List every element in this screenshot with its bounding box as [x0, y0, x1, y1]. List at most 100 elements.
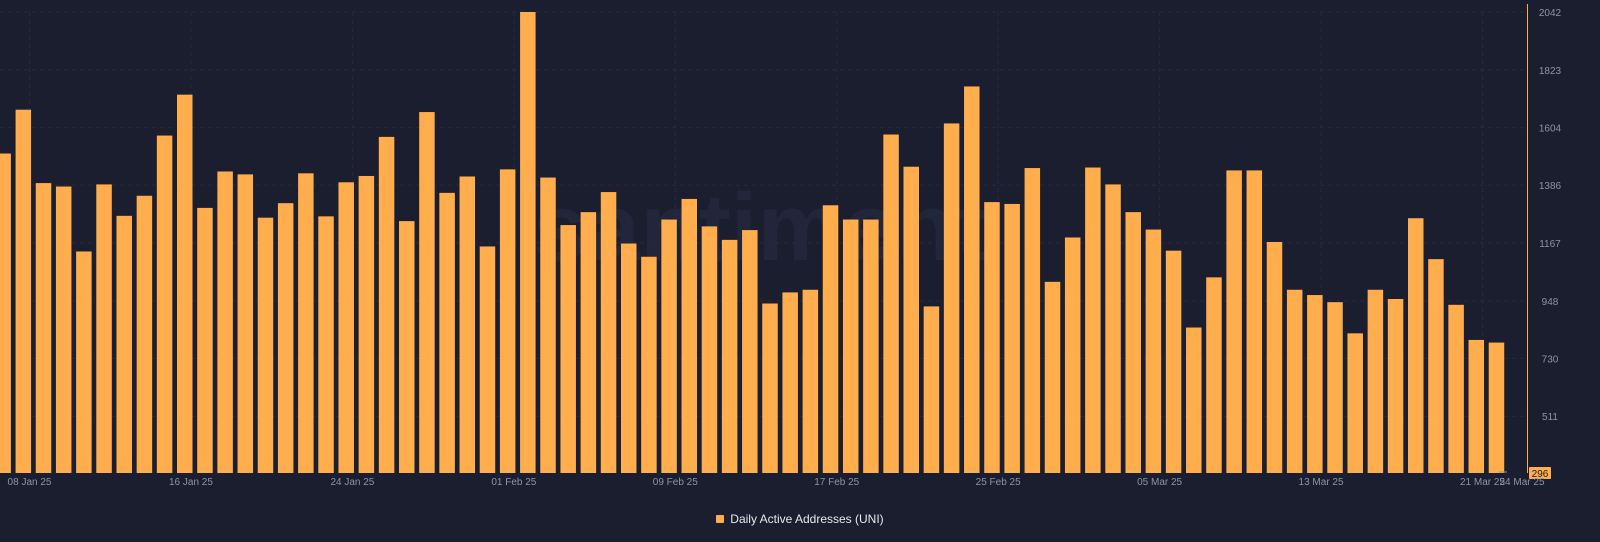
bar[interactable]: [439, 192, 455, 473]
bar[interactable]: [1105, 184, 1121, 473]
bar[interactable]: [136, 195, 153, 473]
x-axis: 08 Jan 25 16 Jan 25 24 Jan 25 01 Feb 25 09 F…: [8, 477, 1545, 488]
x-tick-label: 01 Feb 25: [491, 477, 536, 488]
bar[interactable]: [1367, 289, 1384, 473]
bar[interactable]: [298, 173, 314, 473]
bar[interactable]: [197, 207, 213, 473]
bar[interactable]: [964, 86, 980, 474]
bar[interactable]: [1024, 168, 1041, 473]
bar[interactable]: [842, 219, 859, 473]
bar[interactable]: [1246, 170, 1263, 473]
x-tick-label: 09 Feb 25: [653, 477, 698, 488]
bar[interactable]: [358, 175, 375, 473]
bar[interactable]: [600, 192, 617, 473]
bar[interactable]: [641, 256, 657, 473]
bar[interactable]: [883, 134, 899, 474]
y-tick-label: 2042: [1539, 8, 1562, 19]
bar[interactable]: [35, 183, 52, 474]
bar[interactable]: [540, 177, 556, 474]
bars: [0, 12, 1507, 474]
bar[interactable]: [903, 166, 920, 474]
bar[interactable]: [1206, 277, 1222, 473]
bar[interactable]: [762, 303, 778, 473]
bar[interactable]: [499, 169, 516, 474]
bar[interactable]: [1387, 299, 1404, 473]
bar[interactable]: [1165, 250, 1182, 473]
bar[interactable]: [217, 171, 233, 473]
bar[interactable]: [560, 225, 576, 473]
bar[interactable]: [580, 212, 597, 474]
bar[interactable]: [782, 292, 798, 473]
bar[interactable]: [15, 109, 32, 473]
bar[interactable]: [661, 219, 677, 473]
x-tick-label: 25 Feb 25: [976, 477, 1021, 488]
bar[interactable]: [701, 226, 718, 473]
bar[interactable]: [984, 202, 1000, 473]
bar[interactable]: [1286, 289, 1303, 473]
bar[interactable]: [1488, 342, 1505, 473]
bar[interactable]: [156, 135, 173, 473]
y-tick-label: 511: [1542, 412, 1558, 423]
bar[interactable]: [520, 12, 536, 473]
bar[interactable]: [822, 205, 839, 473]
y-tick-label: 730: [1542, 354, 1559, 365]
bar[interactable]: [257, 217, 274, 473]
bar[interactable]: [863, 219, 879, 473]
y-tick-label: 1604: [1539, 124, 1562, 135]
x-tick-label: 13 Mar 25: [1299, 477, 1344, 488]
bar[interactable]: [1226, 170, 1242, 473]
legend-swatch: [716, 515, 725, 523]
y-tick-label: 1823: [1539, 66, 1562, 77]
bar[interactable]: [318, 216, 334, 473]
x-tick-label: 16 Jan 25: [169, 477, 213, 488]
bar[interactable]: [1428, 259, 1444, 473]
bar[interactable]: [1307, 295, 1323, 473]
bar[interactable]: [1044, 281, 1061, 473]
bar[interactable]: [943, 123, 960, 473]
bar[interactable]: [277, 203, 294, 473]
bar[interactable]: [55, 186, 72, 473]
bar[interactable]: [1468, 339, 1485, 473]
bar[interactable]: [479, 246, 496, 473]
x-tick-label: 05 Mar 25: [1137, 477, 1182, 488]
bar[interactable]: [742, 230, 758, 473]
x-tick-label: 17 Feb 25: [814, 477, 859, 488]
bar[interactable]: [378, 136, 395, 473]
bar[interactable]: [1125, 212, 1141, 474]
bar[interactable]: [338, 182, 354, 473]
legend[interactable]: Daily Active Addresses (UNI): [0, 512, 1600, 526]
bar[interactable]: [1448, 304, 1464, 473]
bar[interactable]: [459, 176, 476, 473]
bar[interactable]: [802, 289, 819, 473]
current-value-label: 296: [1532, 469, 1549, 480]
x-tick-label: 24 Mar 25: [1499, 477, 1544, 488]
bar[interactable]: [681, 198, 698, 474]
y-tick-label: 948: [1542, 297, 1559, 308]
bar[interactable]: [1327, 302, 1343, 473]
bar[interactable]: [1145, 229, 1162, 473]
bar[interactable]: [419, 112, 435, 474]
bar[interactable]: [399, 221, 415, 473]
bar[interactable]: [1064, 237, 1081, 473]
x-tick-label: 21 Mar 25: [1460, 477, 1505, 488]
bar[interactable]: [1347, 333, 1363, 473]
bar[interactable]: [923, 306, 940, 473]
bar[interactable]: [1266, 241, 1283, 473]
bar[interactable]: [1408, 218, 1424, 473]
bar[interactable]: [1186, 327, 1202, 473]
bar[interactable]: [177, 94, 193, 474]
bar[interactable]: [721, 239, 738, 473]
bar[interactable]: [96, 184, 112, 473]
x-tick-label: 08 Jan 25: [8, 477, 52, 488]
bar[interactable]: [0, 153, 11, 474]
bar[interactable]: [620, 243, 637, 473]
bar[interactable]: [116, 215, 132, 473]
bar[interactable]: [237, 174, 254, 473]
current-value-badge: [1529, 467, 1551, 479]
bar[interactable]: [1004, 203, 1020, 473]
y-tick-label: 1167: [1539, 239, 1561, 250]
bar[interactable]: [1085, 167, 1101, 473]
bar[interactable]: [76, 251, 92, 473]
legend-label: Daily Active Addresses (UNI): [730, 512, 884, 526]
